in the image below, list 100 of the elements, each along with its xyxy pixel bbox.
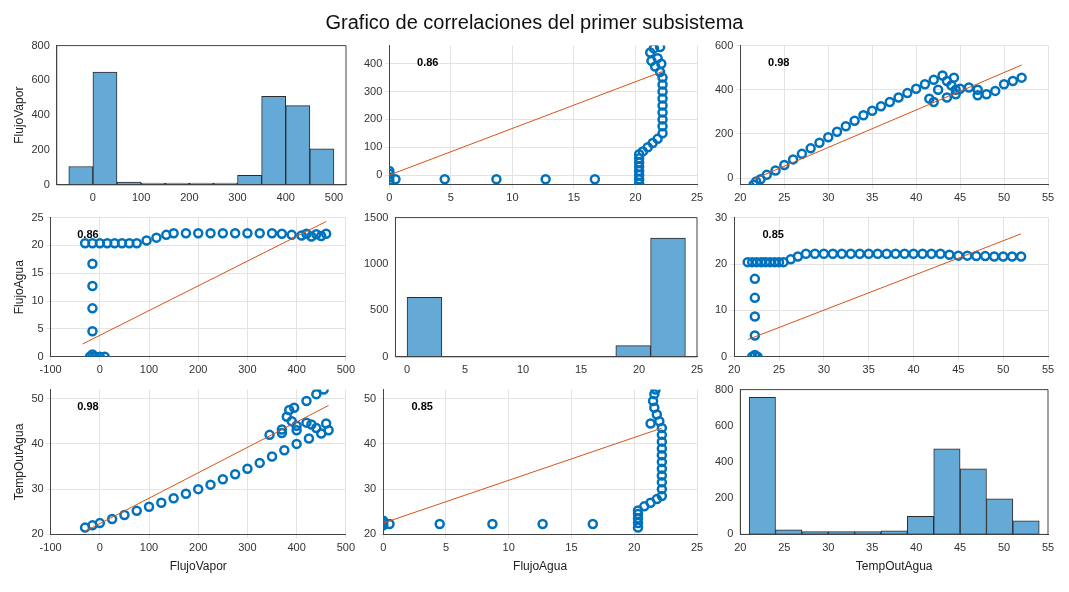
point — [845, 248, 857, 260]
point — [657, 114, 668, 125]
point — [944, 249, 955, 260]
point — [537, 518, 548, 530]
x-axis-title: FlujoAgua — [513, 559, 568, 574]
x-tick-label: 5 — [447, 191, 454, 204]
point — [770, 165, 781, 176]
point — [254, 227, 265, 239]
point — [649, 389, 660, 400]
y-tick-label: 25 — [31, 210, 44, 223]
x-tick-label: 30 — [822, 191, 835, 204]
point — [291, 425, 302, 436]
point — [632, 505, 644, 516]
point — [854, 248, 865, 260]
x-tick-label: 35 — [866, 191, 879, 204]
point — [805, 143, 816, 154]
point — [746, 256, 758, 268]
point — [1016, 72, 1027, 83]
point — [651, 409, 663, 420]
point — [301, 417, 312, 428]
annotation: 0.86 — [77, 228, 99, 241]
point — [254, 457, 265, 469]
point — [972, 84, 983, 96]
point — [831, 126, 843, 138]
point — [858, 109, 869, 121]
x-tick-label: 40 — [907, 363, 920, 376]
point — [79, 237, 91, 249]
point — [632, 517, 644, 529]
x-tick-label: 5 — [442, 541, 450, 554]
point — [205, 479, 216, 490]
point — [87, 325, 98, 337]
y-tick-label: 400 — [714, 455, 734, 468]
point — [773, 256, 785, 268]
point — [657, 93, 668, 104]
point — [242, 463, 253, 475]
x-tick-label: 200 — [180, 191, 199, 204]
point — [320, 228, 332, 239]
point — [924, 93, 935, 104]
point — [656, 470, 668, 481]
point — [266, 227, 278, 239]
point — [796, 148, 808, 160]
x-tick-label: 25 — [690, 363, 704, 376]
point — [633, 148, 645, 160]
point — [281, 411, 293, 422]
point — [589, 173, 601, 185]
point — [919, 79, 931, 90]
point — [755, 256, 767, 268]
point — [935, 248, 946, 260]
point — [647, 395, 659, 407]
point — [168, 227, 179, 239]
point — [948, 72, 960, 83]
point — [800, 248, 812, 260]
point — [657, 100, 668, 111]
y-tick-label: 600 — [31, 73, 50, 86]
point — [141, 235, 152, 246]
point — [785, 254, 796, 265]
x-tick-label: 10 — [502, 541, 515, 554]
x-tick-label: 0 — [89, 191, 96, 204]
y-axis-title: TempOutAgua — [11, 423, 26, 501]
point — [284, 404, 295, 416]
point — [192, 483, 204, 495]
point — [946, 80, 957, 91]
point — [657, 121, 668, 132]
x-tick-label: 45 — [953, 191, 967, 204]
y-tick-label: 30 — [714, 210, 728, 223]
point — [168, 492, 179, 504]
x-tick-label: 100 — [131, 191, 151, 204]
point — [323, 425, 334, 436]
point — [656, 58, 667, 69]
point — [657, 72, 668, 83]
point — [87, 280, 98, 292]
point — [205, 227, 216, 239]
y-tick-label: 0 — [382, 349, 389, 362]
y-tick-label: 30 — [363, 482, 377, 495]
point — [301, 395, 312, 407]
y-tick-label: 200 — [363, 112, 383, 125]
point — [657, 79, 668, 90]
point — [863, 248, 874, 260]
x-tick-label: 50 — [997, 191, 1011, 204]
point — [818, 248, 830, 260]
x-axis-title: FlujoVapor — [169, 559, 227, 574]
point — [656, 456, 668, 468]
y-tick-label: 20 — [714, 257, 728, 270]
y-tick-label: 50 — [363, 391, 377, 404]
point — [990, 85, 1001, 97]
point — [751, 256, 762, 268]
x-tick-label: 20 — [632, 363, 646, 376]
x-tick-label: 20 — [629, 191, 642, 204]
x-tick-label: 40 — [910, 541, 923, 554]
point — [161, 229, 172, 241]
point — [764, 256, 776, 268]
point — [279, 444, 290, 456]
point — [291, 438, 302, 450]
point — [642, 141, 654, 153]
point — [217, 227, 229, 239]
point — [823, 132, 834, 143]
point — [632, 508, 644, 520]
point — [637, 146, 649, 157]
point — [180, 227, 192, 239]
point — [87, 303, 98, 314]
